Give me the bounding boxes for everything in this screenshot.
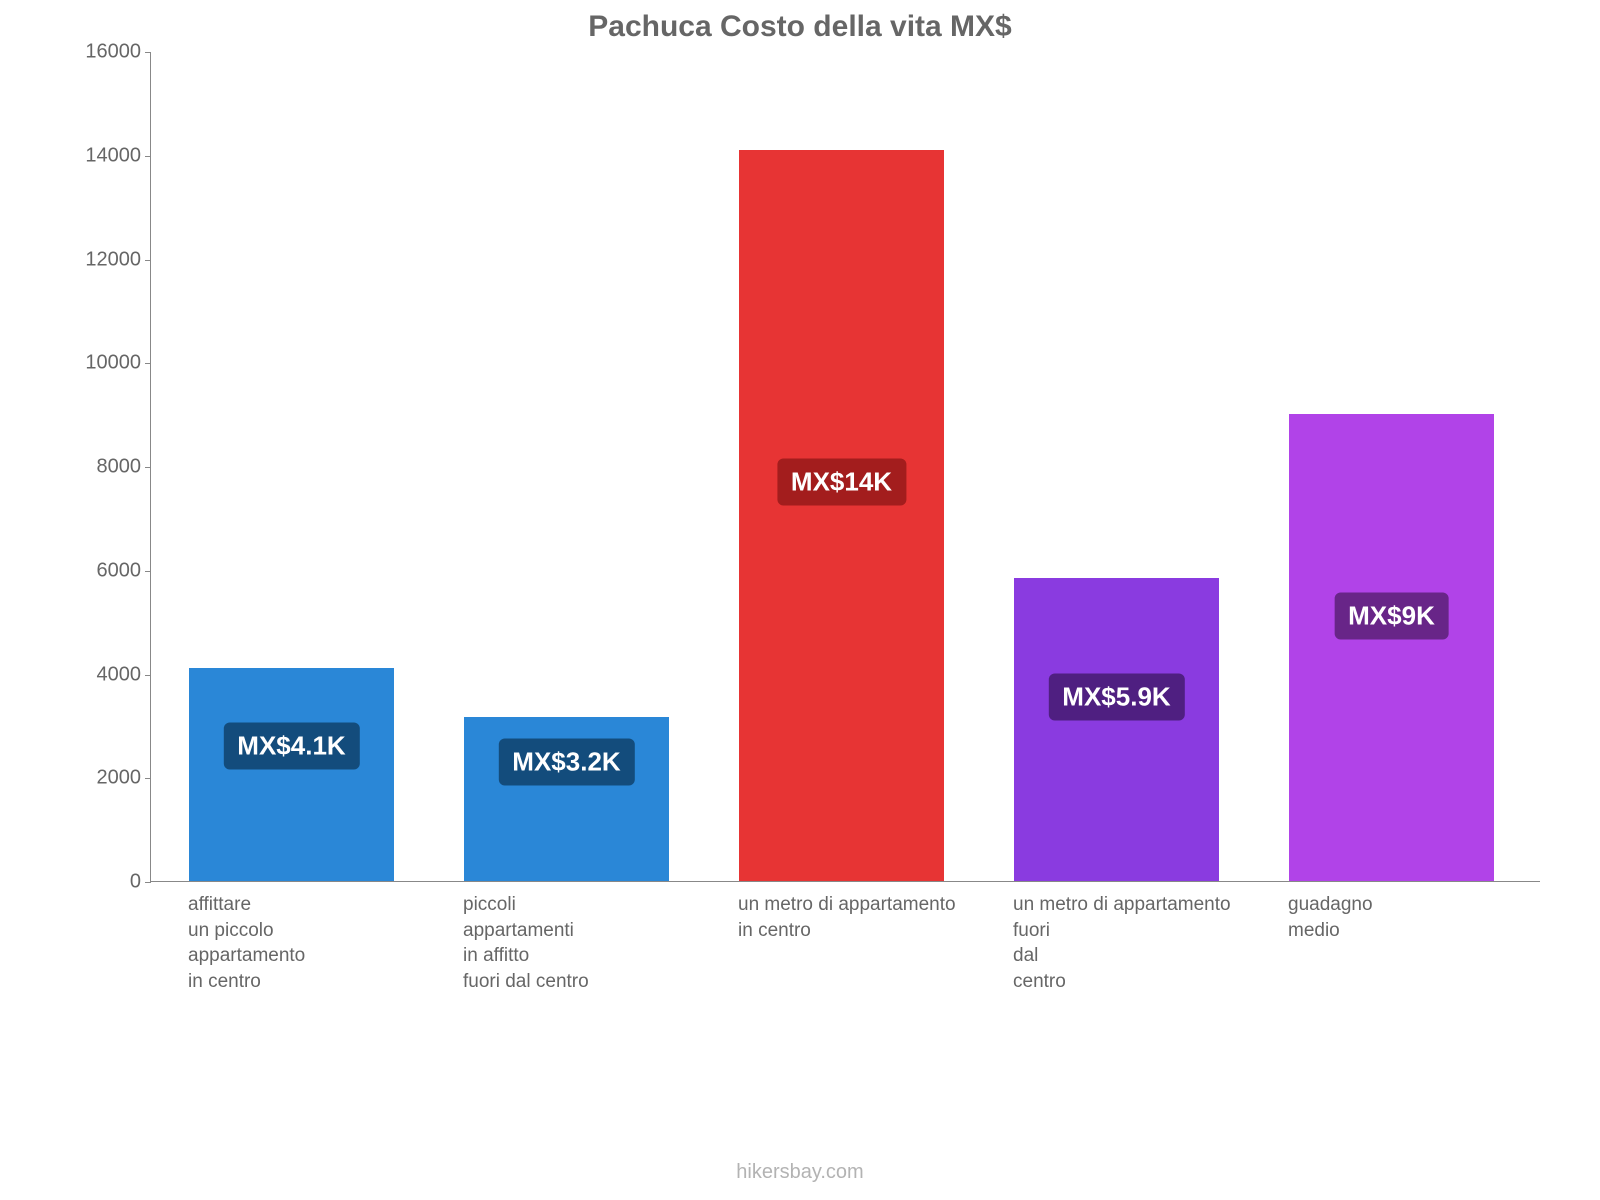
- bar-value-label: MX$4.1K: [223, 723, 359, 770]
- y-tick-label: 14000: [61, 144, 141, 167]
- chart-title: Pachuca Costo della vita MX$: [60, 10, 1540, 44]
- y-tick-mark: [145, 52, 151, 53]
- bar-value-label: MX$9K: [1334, 593, 1449, 640]
- y-tick-label: 8000: [61, 456, 141, 479]
- x-tick-label: affittare un piccolo appartamento in cen…: [188, 892, 305, 995]
- x-tick-label: un metro di appartamento in centro: [738, 892, 956, 943]
- y-tick-mark: [145, 156, 151, 157]
- x-tick-label: guadagno medio: [1288, 892, 1373, 943]
- bar: MX$9K: [1289, 414, 1494, 881]
- bar-value-label: MX$5.9K: [1048, 673, 1184, 720]
- y-tick-label: 4000: [61, 663, 141, 686]
- x-axis-labels: affittare un piccolo appartamento in cen…: [150, 882, 1540, 1062]
- bar: MX$4.1K: [189, 668, 394, 881]
- attribution-text: hikersbay.com: [0, 1161, 1600, 1184]
- y-tick-label: 10000: [61, 352, 141, 375]
- bar-value-label: MX$14K: [777, 458, 906, 505]
- y-tick-mark: [145, 675, 151, 676]
- plot-area: 0200040006000800010000120001400016000MX$…: [150, 52, 1540, 882]
- y-tick-mark: [145, 363, 151, 364]
- bar: MX$3.2K: [464, 717, 669, 881]
- y-tick-label: 12000: [61, 248, 141, 271]
- bar: MX$5.9K: [1014, 578, 1219, 881]
- x-tick-label: un metro di appartamento fuori dal centr…: [1013, 892, 1231, 995]
- y-tick-mark: [145, 260, 151, 261]
- y-tick-label: 6000: [61, 559, 141, 582]
- y-tick-mark: [145, 778, 151, 779]
- y-tick-label: 2000: [61, 767, 141, 790]
- x-tick-label: piccoli appartamenti in affitto fuori da…: [463, 892, 589, 995]
- y-tick-label: 0: [61, 871, 141, 894]
- bar: MX$14K: [739, 150, 944, 881]
- bar-value-label: MX$3.2K: [498, 738, 634, 785]
- y-tick-mark: [145, 467, 151, 468]
- y-tick-label: 16000: [61, 41, 141, 64]
- chart-container: Pachuca Costo della vita MX$ 02000400060…: [60, 10, 1540, 1090]
- y-tick-mark: [145, 571, 151, 572]
